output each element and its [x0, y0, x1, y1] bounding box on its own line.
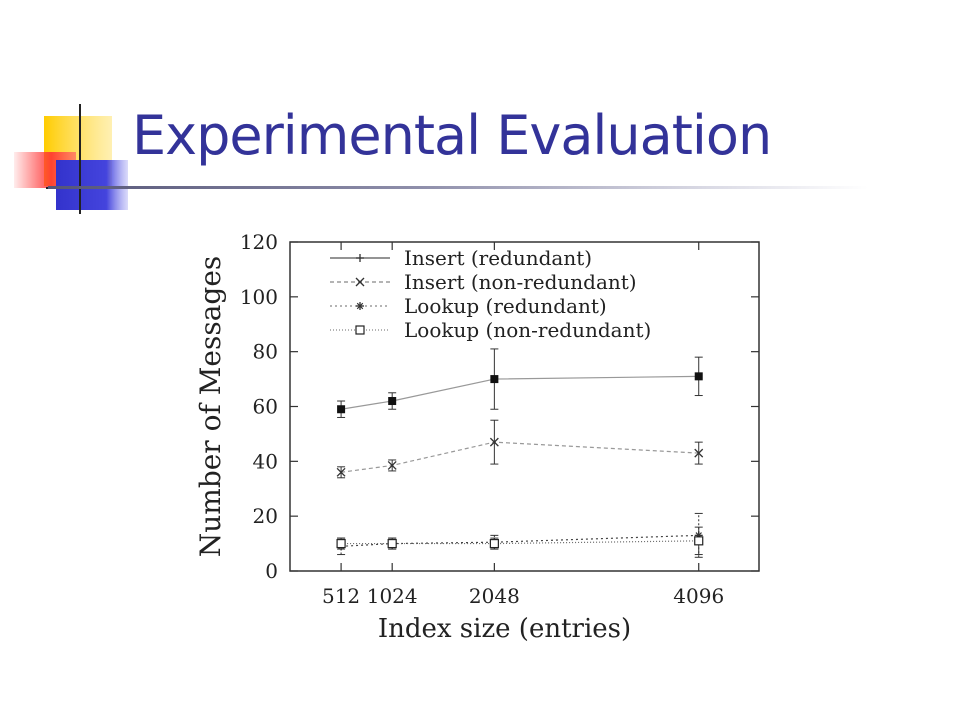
series-1 [336, 419, 704, 479]
y-tick-label: 20 [253, 504, 278, 528]
messages-line-chart: 0 20 40 60 80 100 120 512 1024 2048 4096 Insert (… [194, 230, 760, 644]
legend-label: Lookup (non-redundant) [404, 318, 651, 342]
chart-series [336, 348, 704, 558]
series-3 [336, 526, 704, 556]
data-point [694, 372, 703, 381]
y-tick-label: 60 [253, 395, 278, 419]
y-tick-label: 120 [240, 230, 278, 254]
series-line [340, 375, 699, 410]
data-point [694, 536, 704, 546]
y-tick-label: 40 [253, 449, 278, 473]
data-point [694, 448, 704, 458]
x-tick-label: 1024 [367, 584, 418, 608]
legend-item: Insert (redundant) [330, 246, 592, 270]
data-point [489, 437, 499, 447]
data-point [337, 405, 346, 414]
legend-label: Lookup (redundant) [404, 294, 607, 318]
data-point [490, 375, 499, 384]
series-0 [337, 348, 703, 418]
x-axis-ticks: 512 1024 2048 4096 [322, 242, 724, 608]
legend-marker [356, 254, 364, 262]
data-point [336, 467, 346, 477]
x-tick-label: 512 [322, 584, 360, 608]
legend-label: Insert (redundant) [404, 246, 592, 270]
y-axis-ticks: 0 20 40 60 80 100 120 [240, 230, 759, 583]
legend-marker [355, 325, 365, 335]
data-point [388, 397, 397, 406]
series-line [341, 534, 699, 547]
data-point [336, 538, 346, 549]
series-line [341, 540, 699, 545]
y-axis-label: Number of Messages [194, 256, 227, 558]
slide-title: Experimental Evaluation [132, 104, 772, 167]
data-point [489, 538, 499, 549]
chart-legend: Insert (redundant)Insert (non-redundant)… [330, 246, 651, 342]
legend-item: Lookup (non-redundant) [330, 318, 651, 342]
y-tick-label: 80 [253, 340, 278, 364]
y-tick-label: 0 [265, 559, 278, 583]
legend-item: Insert (non-redundant) [330, 270, 637, 294]
data-point [387, 538, 397, 549]
y-tick-label: 100 [240, 285, 278, 309]
x-axis-label: Index size (entries) [378, 614, 631, 644]
slide-logo-squares-icon [14, 104, 132, 214]
x-tick-label: 4096 [673, 584, 724, 608]
x-tick-label: 2048 [469, 584, 520, 608]
series-2 [337, 512, 703, 558]
legend-marker [356, 302, 364, 310]
title-underline [48, 186, 868, 189]
data-point [387, 460, 397, 470]
legend-item: Lookup (redundant) [330, 294, 607, 318]
legend-label: Insert (non-redundant) [404, 270, 637, 294]
legend-marker [355, 277, 365, 287]
